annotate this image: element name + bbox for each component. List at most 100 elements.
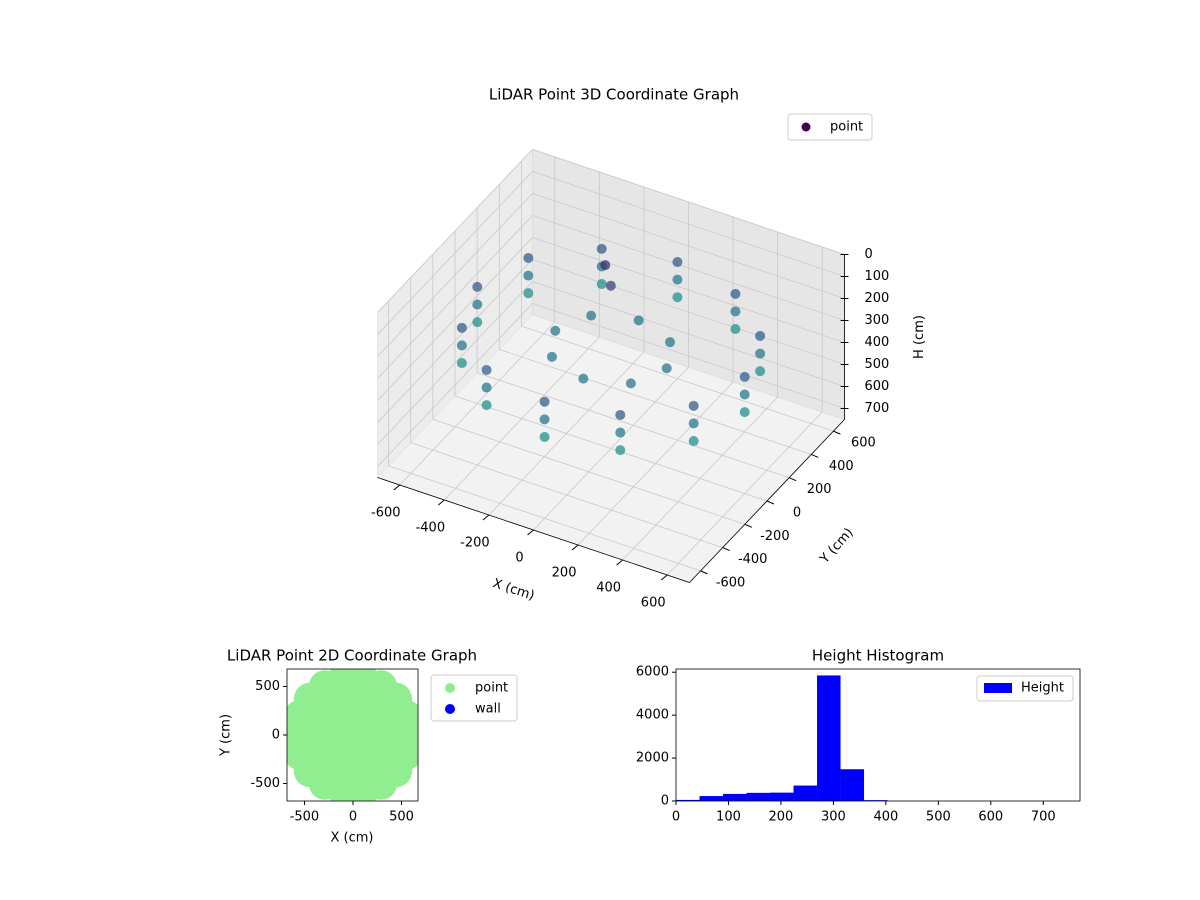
legend-marker [445, 704, 455, 714]
legend-marker [801, 122, 811, 132]
point [625, 378, 636, 389]
point [605, 280, 616, 291]
x-tick-label: 0 [349, 810, 357, 825]
axis-line [689, 419, 845, 583]
legend-label: point [830, 120, 863, 135]
legend-label: Height [1021, 681, 1064, 696]
z-axis-label: H (cm) [912, 315, 927, 359]
z-tick-label: 100 [865, 269, 890, 284]
point [615, 445, 626, 456]
y-tick-label: -400 [738, 552, 768, 567]
legend-marker [984, 683, 1012, 693]
grid-line [377, 171, 533, 335]
point [539, 414, 550, 425]
point [755, 330, 766, 341]
grid-line [532, 171, 845, 277]
point [672, 257, 683, 268]
bar [699, 796, 724, 801]
chart-title: LiDAR Point 2D Coordinate Graph [227, 647, 477, 665]
z-tick-label: 300 [865, 313, 890, 328]
point [600, 260, 611, 271]
point [472, 317, 483, 328]
chart-title: LiDAR Point 3D Coordinate Graph [489, 86, 739, 104]
point [456, 340, 467, 351]
grid-line [532, 281, 845, 387]
x-tick-label: 500 [389, 810, 414, 825]
point [389, 738, 418, 771]
grid-line [532, 215, 845, 321]
x-tick [482, 514, 490, 521]
point [523, 270, 534, 281]
point [730, 288, 741, 299]
bar [817, 675, 841, 801]
point [688, 418, 699, 429]
y-tick [744, 523, 753, 528]
point [739, 407, 750, 418]
point [633, 315, 644, 326]
z-tick-label: 700 [865, 401, 890, 416]
point [730, 306, 741, 317]
legend-marker [445, 683, 455, 693]
x-axis-label: X (cm) [331, 831, 374, 846]
y-tick-label: -600 [716, 575, 746, 590]
x-tick-label: 200 [552, 566, 577, 581]
z-tick-label: 600 [865, 379, 890, 394]
x-tick-label: 0 [515, 551, 523, 566]
y-tick [811, 453, 819, 458]
point [730, 324, 741, 335]
y-tick-label: 600 [851, 436, 876, 451]
bar [746, 792, 771, 801]
z-tick-label: 500 [865, 357, 890, 372]
grid-line [532, 149, 845, 255]
grid-line [532, 237, 845, 343]
y-tick-label: 500 [255, 679, 280, 694]
x-tick-label: 400 [873, 810, 898, 825]
y-tick-label: -200 [760, 529, 790, 544]
grid-line [499, 349, 812, 455]
point [665, 337, 676, 348]
x-tick-label: 100 [716, 810, 741, 825]
point [672, 274, 683, 285]
point [550, 325, 561, 336]
y-tick-label: 0 [793, 506, 801, 521]
y-axis-label: Y (cm) [219, 714, 234, 757]
point [481, 364, 492, 375]
axis-line [377, 477, 690, 583]
x-tick-label: 600 [641, 596, 666, 611]
y-tick [700, 570, 708, 575]
grid-line [410, 442, 723, 548]
bar [793, 785, 818, 801]
legend-box [976, 675, 1074, 702]
plot-area [287, 669, 418, 801]
grid-line [377, 259, 533, 423]
point [672, 292, 683, 303]
bar [864, 800, 888, 801]
x-tick-label: 0 [672, 810, 680, 825]
x-tick-label: -400 [416, 521, 446, 536]
point [688, 400, 699, 411]
z-tick-label: 200 [865, 291, 890, 306]
y-tick-label: 200 [807, 482, 832, 497]
legend-label: point [475, 681, 508, 696]
x-tick [393, 484, 401, 491]
point [456, 322, 467, 333]
y-tick-label: 2000 [636, 751, 669, 766]
point [546, 351, 557, 362]
point [539, 396, 550, 407]
bar [723, 793, 747, 801]
x-tick-label: 200 [769, 810, 794, 825]
grid-line [377, 149, 533, 313]
point [472, 281, 483, 292]
point [481, 400, 492, 411]
x-axis-label: X (cm) [491, 576, 537, 604]
x-tick [616, 559, 623, 566]
point [739, 389, 750, 400]
legend-label: wall [475, 702, 501, 717]
grid-line [377, 237, 533, 401]
grid-line [454, 395, 768, 502]
grid-line [477, 372, 790, 479]
x-tick-label: -500 [290, 810, 320, 825]
point [688, 436, 699, 447]
y-tick-label: 4000 [636, 708, 669, 723]
